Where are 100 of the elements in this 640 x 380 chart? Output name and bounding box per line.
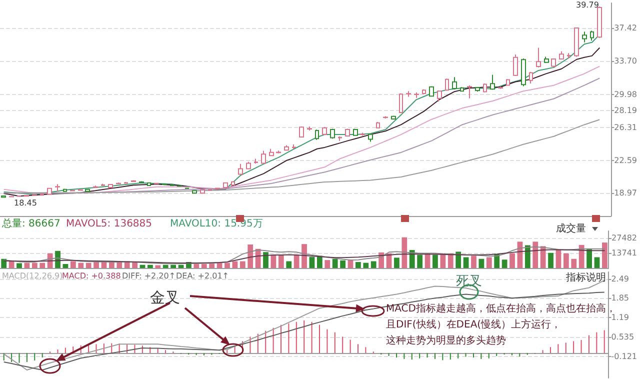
annotation: MACD指标越走越高，低点在抬高，高点也在抬高， [386,302,616,314]
bar [363,262,369,268]
candlestick [574,27,579,58]
candlestick [490,74,495,90]
candlestick [597,6,602,38]
candlestick [322,126,327,136]
candlestick [467,84,472,99]
candlestick [116,182,121,185]
candlestick [414,92,419,98]
bar [170,264,176,268]
bar [471,256,476,268]
annotation: 18.45 [14,198,37,208]
candlestick [200,189,205,194]
bar [540,246,546,268]
candlestick [63,188,67,192]
bar [602,242,608,268]
candlestick [452,76,457,90]
bar [209,264,215,268]
bar [548,252,554,268]
annotation: 金叉 [150,288,180,306]
candlestick [445,78,449,92]
bar [332,258,338,268]
y-tick-label: 27482 [612,234,638,243]
y-tick-label: 29.98 [614,90,638,99]
annotation: 且DIF(快线）在DEA(慢线）上方运行， [386,318,562,330]
candlestick [544,56,549,64]
candlestick [223,182,228,188]
bar [510,253,515,268]
candlestick [254,158,258,164]
y-tick-label: 0.535 [611,332,634,342]
bar [109,262,114,268]
bar [463,257,469,268]
candlestick [399,92,403,114]
candlestick [475,86,480,92]
line-series [3,249,606,264]
bar [286,261,292,268]
bar [16,263,22,268]
bar [224,262,230,268]
bar [32,262,38,268]
bar [502,260,508,268]
candlestick [536,47,541,68]
candlestick [483,83,487,93]
candlestick [391,115,396,120]
candlestick [506,78,510,86]
line-series [3,246,606,264]
bar [263,252,268,268]
y-tick-label: 37.42 [614,23,638,32]
candlestick [330,128,335,140]
candlestick [55,184,60,192]
bar [294,254,300,268]
candlestick [422,88,426,95]
bar [571,258,577,268]
bar [524,245,530,268]
candlestick [368,133,373,142]
candlestick [376,122,380,129]
bar [340,260,346,268]
bar [8,260,14,268]
candlestick [582,31,587,43]
y-tick-label: -0.121 [611,352,638,362]
bar [417,254,423,268]
candlestick [78,188,83,192]
candlestick [345,128,350,137]
annotation: 这种走势为明显的多头趋势 [386,334,506,346]
bar [309,256,315,268]
bar [194,264,200,268]
bar [116,262,122,268]
y-tick-label: 1.85 [611,294,630,303]
candlestick [192,190,197,194]
bar [532,242,538,268]
bar [278,254,284,268]
candlestick [101,183,105,187]
candlestick [93,185,98,188]
bar [586,248,592,268]
bar [216,262,222,268]
annotation: MACD(12,26,9) [2,272,63,280]
annotation: MACD: +0.388 [62,272,121,280]
candlestick [460,86,464,92]
candlestick [299,126,304,138]
candlestick [406,90,411,98]
candlestick [521,58,526,87]
candlestick [383,116,388,119]
candlestick [551,58,556,68]
candlestick [208,188,212,192]
y-tick-label: 2.49 [611,274,630,284]
candlestick [315,129,319,140]
candlestick [529,71,533,84]
y-tick-label: 13741 [612,248,638,258]
candlestick [498,86,503,90]
candlestick [276,150,281,154]
candlestick [108,183,113,188]
bar [578,244,584,268]
bar [402,237,408,268]
candlestick [284,144,289,152]
candlestick [1,195,6,198]
y-tick-label: 33.70 [614,56,638,66]
candlestick [360,132,365,136]
y-tick-label: 28.19 [614,106,638,115]
bar [448,253,454,268]
bar [162,264,168,268]
candlestick [269,148,274,157]
